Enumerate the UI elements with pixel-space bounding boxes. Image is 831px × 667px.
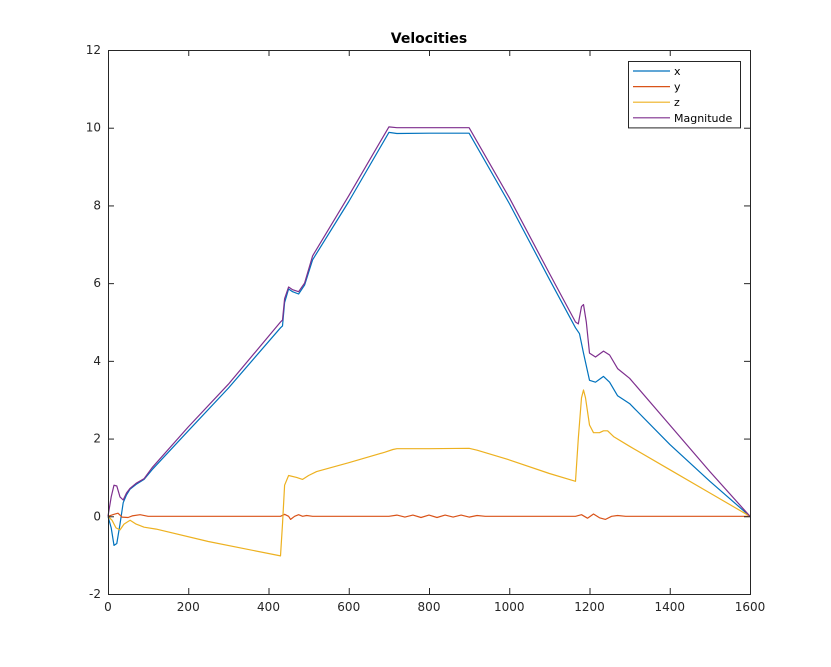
x-tick-label: 1200 <box>574 600 605 614</box>
plot-area <box>108 50 750 594</box>
y-tick-label: 8 <box>93 198 101 212</box>
legend-label-y: y <box>674 81 681 94</box>
series-line-y <box>107 512 750 520</box>
legend: xyz Magnitude <box>628 61 741 129</box>
x-tick-label: 600 <box>337 600 360 614</box>
chart-title: Velocities <box>391 31 467 47</box>
legend-label-x: x <box>674 65 681 78</box>
x-tick-label: 1600 <box>735 600 766 614</box>
series-line-magnitude <box>107 126 751 517</box>
y-tick-label: 0 <box>93 509 101 523</box>
y-tick-label: 10 <box>86 121 101 135</box>
x-tick-label: 200 <box>177 600 200 614</box>
y-tick-label: 6 <box>93 276 101 290</box>
x-tick-label: 800 <box>418 600 441 614</box>
x-tick-label: 1400 <box>654 600 685 614</box>
x-tick-label: 0 <box>104 600 112 614</box>
series-line-z <box>107 389 751 557</box>
y-tick-label: -2 <box>89 587 101 601</box>
series-line-x <box>107 131 751 546</box>
y-tick-label: 2 <box>93 432 101 446</box>
y-tick-label: 4 <box>93 354 101 368</box>
series-layer <box>107 126 751 557</box>
legend-box <box>628 61 741 129</box>
x-tick-label: 400 <box>257 600 280 614</box>
y-tick-label: 12 <box>86 43 101 57</box>
x-tick-label: 1000 <box>494 600 525 614</box>
legend-label-z: z <box>674 96 680 109</box>
legend-label-magnitude: Magnitude <box>674 112 733 125</box>
